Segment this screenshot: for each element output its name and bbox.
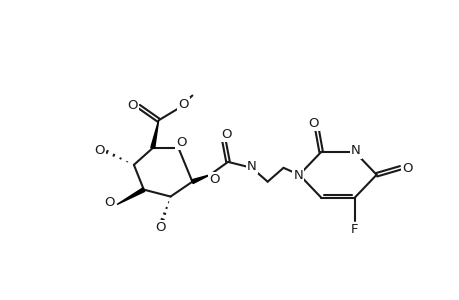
Text: O: O xyxy=(155,221,166,234)
Text: N: N xyxy=(293,169,302,182)
Text: O: O xyxy=(176,136,186,148)
Text: O: O xyxy=(308,117,318,130)
Text: O: O xyxy=(128,99,138,112)
Text: O: O xyxy=(104,196,114,209)
Text: N: N xyxy=(246,160,256,173)
Polygon shape xyxy=(191,175,210,184)
Text: O: O xyxy=(178,98,188,111)
Text: O: O xyxy=(220,128,231,141)
Text: F: F xyxy=(350,223,358,236)
Polygon shape xyxy=(151,120,158,148)
Text: O: O xyxy=(401,162,412,175)
Text: O: O xyxy=(208,173,219,186)
Text: N: N xyxy=(350,145,360,158)
Polygon shape xyxy=(117,188,145,205)
Text: O: O xyxy=(94,143,104,157)
